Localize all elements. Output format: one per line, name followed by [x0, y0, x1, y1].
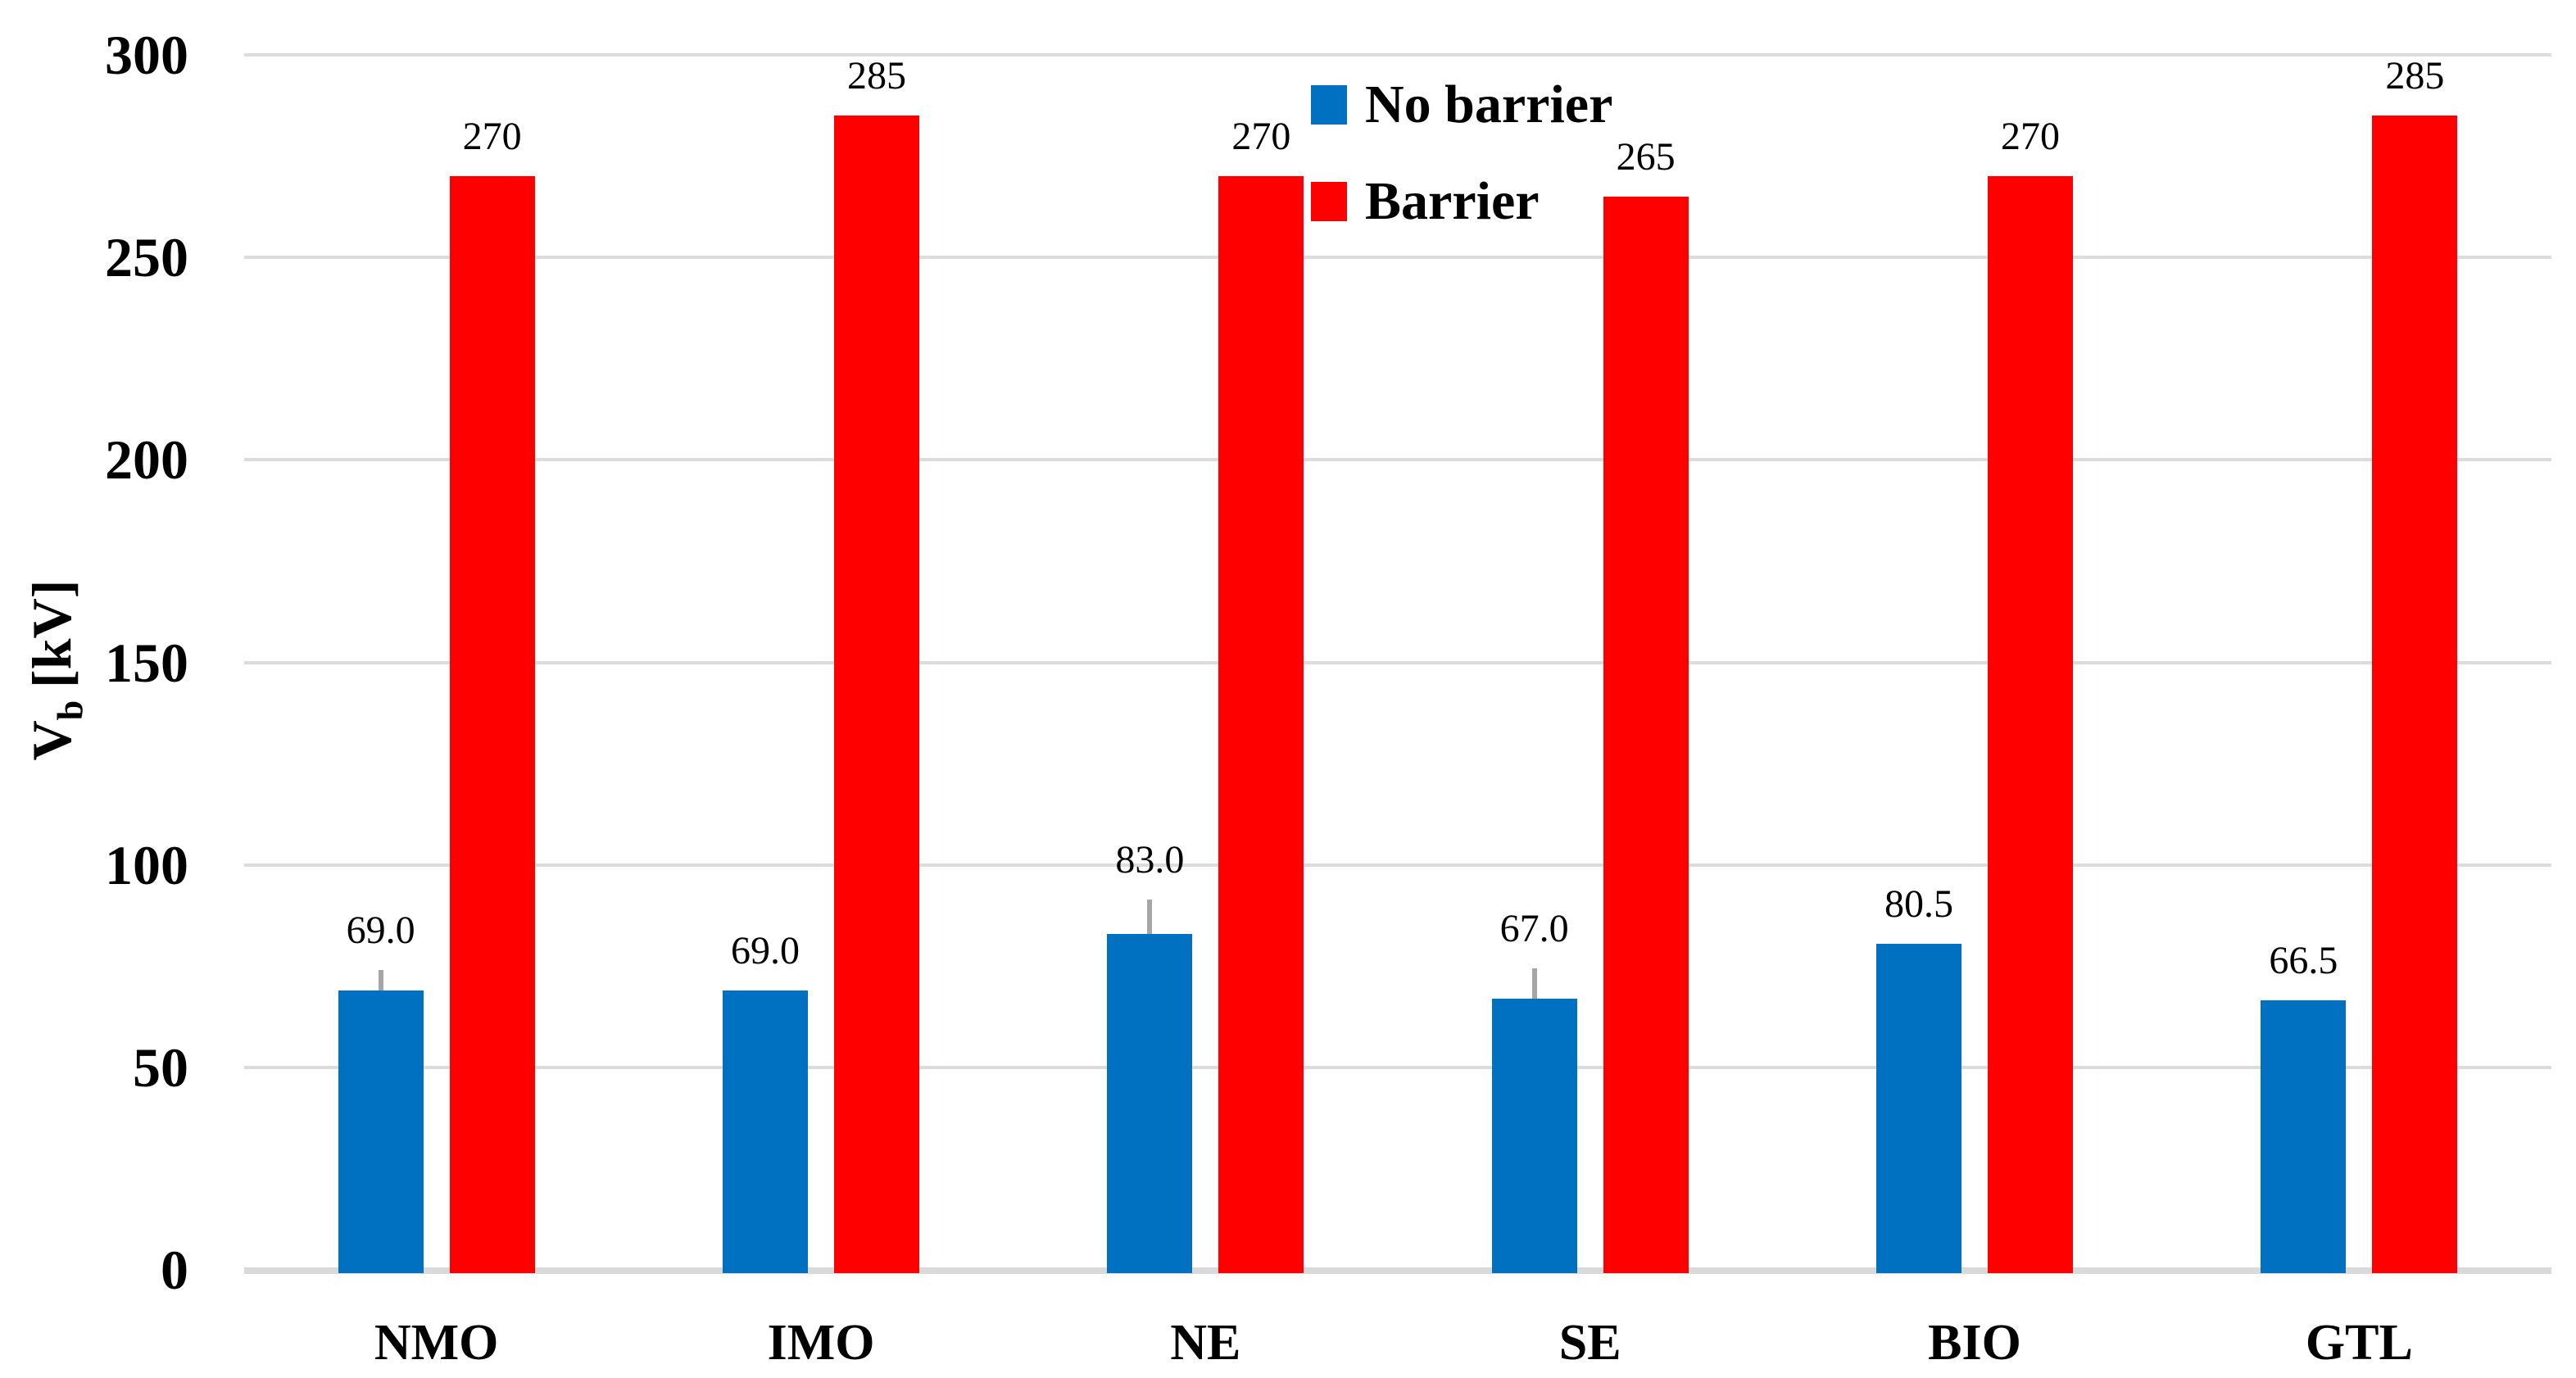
legend-label: No barrier [1365, 75, 1613, 134]
gridline [244, 660, 2551, 664]
gridline [244, 458, 2551, 462]
error-bar [378, 970, 383, 990]
x-axis-label: BIO [1928, 1315, 2021, 1371]
x-axis-label: SE [1558, 1315, 1621, 1371]
bar-no-barrier [1876, 944, 1961, 1273]
error-bar [1531, 968, 1537, 999]
data-label: 285 [847, 54, 906, 98]
bar-no-barrier [2261, 1000, 2347, 1273]
x-axis-label: IMO [767, 1315, 875, 1371]
data-label: 69.0 [731, 928, 800, 972]
bar-barrier [2372, 116, 2458, 1273]
x-axis-line [244, 1267, 2551, 1274]
y-tick-label: 200 [105, 428, 188, 492]
bar-no-barrier [1107, 933, 1193, 1273]
bar-barrier [1988, 176, 2073, 1273]
y-tick-label: 100 [105, 833, 188, 896]
bar-barrier [449, 176, 535, 1273]
bar-barrier [834, 116, 919, 1273]
data-label: 69.0 [346, 909, 415, 953]
data-label: 265 [1616, 135, 1676, 179]
y-tick-label: 50 [133, 1036, 188, 1099]
bar-barrier [1603, 197, 1689, 1273]
x-axis-label: NMO [374, 1315, 499, 1371]
bar-no-barrier [1491, 998, 1577, 1273]
data-label: 270 [1231, 115, 1291, 159]
x-axis-label: NE [1170, 1315, 1241, 1371]
y-tick-label: 300 [105, 24, 188, 86]
gridline [244, 256, 2551, 260]
data-label: 83.0 [1115, 837, 1185, 882]
y-tick-label: 0 [161, 1239, 188, 1301]
bar-no-barrier [723, 990, 808, 1273]
y-axis-title-symbol: V [20, 720, 83, 761]
data-label: 80.5 [1884, 882, 1953, 927]
bar-no-barrier [338, 990, 424, 1273]
legend-item-no-barrier: No barrier [1311, 75, 1612, 134]
data-label: 270 [462, 115, 522, 159]
gridline [244, 863, 2551, 867]
legend-item-barrier: Barrier [1311, 172, 1540, 231]
data-label: 66.5 [2269, 939, 2338, 983]
data-label: 270 [2001, 115, 2060, 159]
bar-barrier [1218, 176, 1304, 1273]
legend-label: Barrier [1365, 171, 1540, 231]
gridline [244, 53, 2551, 57]
y-tick-label: 250 [105, 226, 188, 289]
error-bar [1147, 899, 1153, 934]
gridline [244, 1065, 2551, 1069]
legend-swatch-barrier [1311, 182, 1347, 221]
data-label: 67.0 [1499, 906, 1569, 950]
x-axis-label: GTL [2305, 1315, 2413, 1371]
y-tick-label: 150 [105, 631, 188, 694]
y-axis-title-subscript: b [50, 700, 91, 721]
legend-swatch-no-barrier [1311, 85, 1347, 125]
data-label: 285 [2385, 54, 2445, 98]
